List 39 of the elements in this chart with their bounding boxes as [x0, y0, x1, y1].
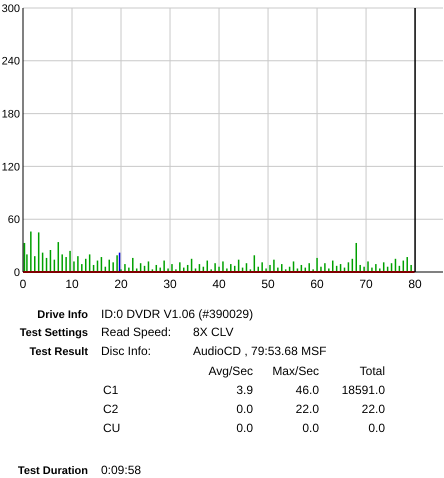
text: 0.0	[236, 421, 254, 435]
y-tick-label: 60	[8, 214, 20, 226]
x-tick-label: 70	[359, 277, 374, 291]
text: Test Result	[30, 346, 88, 358]
text: 8X CLV	[193, 325, 234, 339]
text: Disc Info:	[101, 344, 152, 358]
x-tick-label: 50	[261, 277, 276, 291]
y-tick-label: 120	[2, 161, 20, 174]
text: 0:09:58	[101, 463, 142, 477]
text: 0.0	[368, 421, 386, 435]
text: AudioCD , 79:53.68 MSF	[193, 344, 326, 358]
text: 22.0	[296, 402, 320, 416]
text: 0.0	[302, 421, 320, 435]
text: Read Speed:	[101, 325, 172, 339]
text: C1	[103, 383, 119, 397]
text: Drive Info	[37, 309, 88, 321]
text: 18591.0	[342, 383, 386, 397]
y-tick-label: 0	[14, 266, 20, 279]
y-tick-label: 180	[2, 108, 20, 120]
x-tick-label: 10	[65, 277, 79, 291]
text: Avg/Sec	[208, 364, 253, 378]
text: 0.0	[236, 402, 254, 416]
x-tick-label: 20	[114, 277, 128, 291]
text: C2	[103, 402, 119, 416]
y-tick-label: 240	[2, 56, 20, 68]
x-tick-label: 60	[310, 277, 324, 291]
x-tick-label: 80	[408, 277, 422, 291]
text: 3.9	[236, 383, 254, 397]
text: 46.0	[296, 383, 320, 397]
x-tick-label: 30	[163, 277, 178, 291]
y-tick-label: 300	[2, 2, 20, 15]
text: Test Duration	[18, 465, 88, 477]
text: ID:0 DVDR V1.06 (#390029)	[101, 307, 254, 321]
x-tick-label: 40	[212, 277, 226, 291]
text: Total	[360, 364, 385, 378]
text: Test Settings	[20, 327, 88, 339]
text: CU	[103, 421, 120, 435]
text: 22.0	[362, 402, 386, 416]
text: Max/Sec	[272, 364, 319, 378]
